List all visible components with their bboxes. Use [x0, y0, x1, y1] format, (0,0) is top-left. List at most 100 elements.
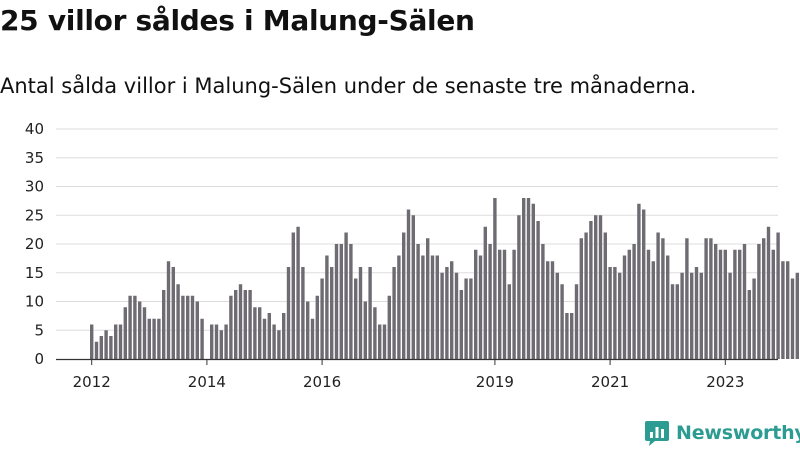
brand-logo: Newsworthy [644, 418, 800, 448]
bar [181, 295, 185, 359]
bar [584, 232, 588, 359]
bar [186, 295, 190, 359]
bar [728, 272, 732, 359]
bar [526, 198, 531, 359]
bar [138, 301, 142, 359]
bar [133, 295, 137, 359]
bar [267, 313, 271, 359]
y-tick-label: 40 [25, 120, 44, 138]
bar [608, 267, 612, 359]
bar [646, 249, 651, 359]
bar [90, 324, 94, 359]
bar [699, 272, 703, 359]
bar [258, 307, 262, 359]
bar [301, 267, 305, 359]
y-tick-label: 35 [25, 149, 44, 167]
bar [411, 215, 415, 359]
bar [747, 290, 751, 359]
bar [795, 272, 799, 359]
bar [781, 261, 785, 359]
bar [440, 272, 444, 359]
bar [766, 226, 771, 359]
bar [416, 244, 420, 359]
bar [589, 221, 593, 359]
bar [570, 313, 574, 359]
bar [488, 244, 492, 359]
bar [560, 284, 564, 359]
bar [579, 238, 583, 359]
bar [474, 249, 478, 359]
bar [296, 226, 300, 359]
bar [541, 244, 545, 359]
bar [718, 249, 723, 359]
bar [210, 324, 214, 359]
bar [200, 318, 204, 359]
bar [704, 238, 708, 359]
bar [651, 261, 655, 359]
bar [152, 318, 156, 359]
bar [282, 313, 286, 359]
brand-name: Newsworthy [676, 422, 800, 444]
bar [277, 330, 281, 359]
bar [450, 261, 454, 359]
bar [114, 324, 118, 359]
bar [234, 290, 238, 359]
y-axis-labels: 0 5 10 15 20 25 30 35 40 [25, 120, 44, 368]
bar [478, 255, 483, 359]
x-tick-label: 2016 [303, 373, 341, 391]
bar [219, 330, 223, 359]
bar [104, 330, 108, 359]
y-tick-label: 5 [34, 321, 44, 339]
bar [166, 261, 171, 359]
bar [690, 272, 694, 359]
newsworthy-logo-icon [645, 421, 669, 446]
bar [171, 267, 175, 359]
bar [546, 261, 550, 359]
y-tick-label: 0 [34, 350, 44, 368]
bar [378, 324, 382, 359]
bar [402, 232, 406, 359]
bar [555, 272, 559, 359]
bar [286, 267, 291, 359]
bar [507, 284, 511, 359]
bar [598, 215, 603, 359]
bar [253, 307, 257, 359]
bar [426, 238, 430, 359]
bar [406, 209, 411, 359]
bar [714, 244, 718, 359]
bar [238, 284, 243, 359]
bar [618, 272, 622, 359]
bar [512, 249, 516, 359]
bar [190, 295, 195, 359]
bar [752, 278, 756, 359]
bar [661, 238, 665, 359]
bar [675, 284, 679, 359]
bar [632, 244, 636, 359]
bar [738, 249, 742, 359]
bar [373, 307, 377, 359]
bar [214, 324, 219, 359]
bar [762, 238, 766, 359]
bar [315, 295, 319, 359]
bar [195, 301, 199, 359]
bar [531, 203, 535, 359]
bar [334, 244, 339, 359]
bar [680, 272, 684, 359]
y-tick-label: 15 [25, 264, 44, 282]
bar [421, 255, 425, 359]
bar [723, 249, 727, 359]
bar [771, 249, 775, 359]
bar [622, 255, 627, 359]
bar [320, 278, 324, 359]
bar [262, 318, 267, 359]
bar [128, 295, 132, 359]
bar [354, 278, 358, 359]
y-tick-label: 10 [25, 293, 44, 311]
bar [147, 318, 151, 359]
bar [574, 284, 579, 359]
chart-subtitle: Antal sålda villor i Malung-Sälen under … [0, 74, 697, 98]
bar [118, 324, 123, 359]
bar [642, 209, 646, 359]
bar [176, 284, 180, 359]
bar [349, 244, 353, 359]
